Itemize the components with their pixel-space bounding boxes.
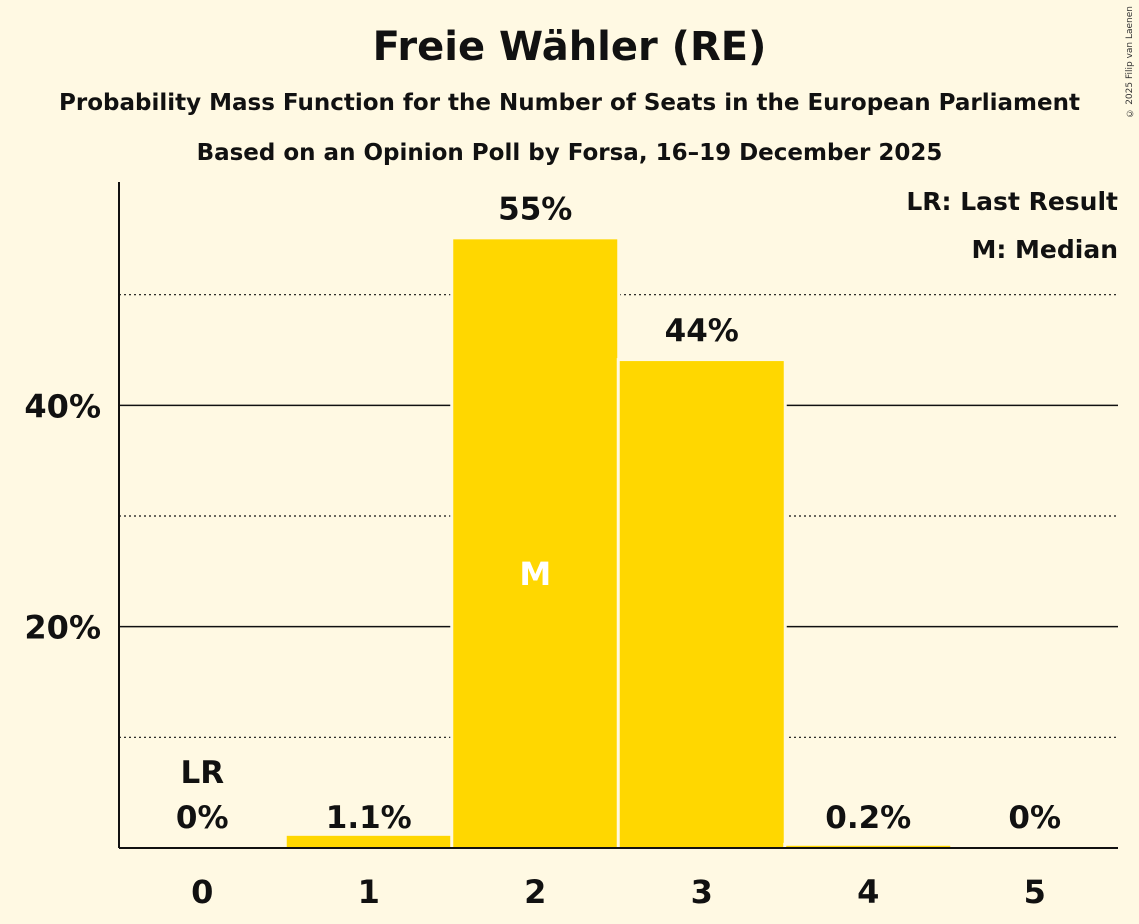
bar-2 [453,239,618,849]
value-label-2: 55% [498,191,572,227]
y-tick-label: 40% [24,387,101,425]
chart-title: Freie Wähler (RE) [372,24,767,70]
value-label-1: 1.1% [326,800,412,836]
value-label-5: 0% [1008,800,1061,836]
value-label-0: 0% [176,800,229,836]
y-tick-label: 20% [24,609,101,647]
value-label-4: 0.2% [825,800,911,836]
chart-subtitle-poll: Based on an Opinion Poll by Forsa, 16–19… [196,140,943,166]
chart-subtitle: Probability Mass Function for the Number… [59,90,1080,116]
x-tick-label-3: 3 [691,873,713,911]
x-tick-label-4: 4 [857,873,879,911]
legend-entry-1: M: Median [971,235,1118,264]
bar-4 [786,845,951,848]
x-tick-label-2: 2 [524,873,546,911]
bar-halo [783,842,954,848]
last-result-label: LR [180,755,224,791]
bar-1 [286,835,451,848]
bar-3 [619,361,784,848]
legend-entry-0: LR: Last Result [906,187,1118,216]
median-label: M [519,555,551,593]
x-tick-label-1: 1 [358,873,380,911]
x-tick-label-5: 5 [1024,873,1046,911]
value-label-3: 44% [665,313,739,349]
x-tick-label-0: 0 [191,873,213,911]
